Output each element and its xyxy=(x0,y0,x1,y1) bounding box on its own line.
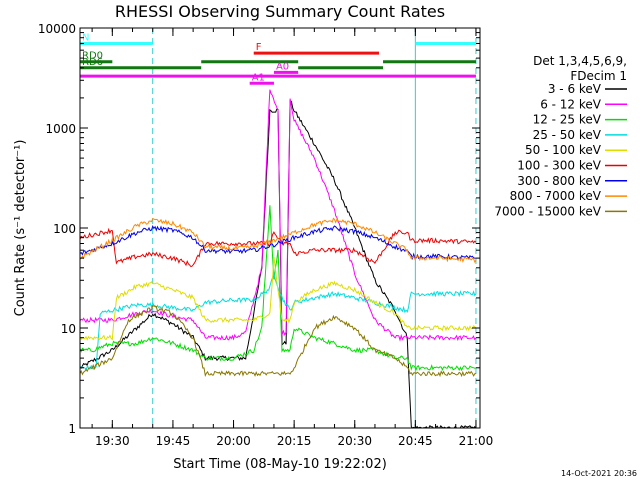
legend-label-8: 800 - 7000 keV xyxy=(510,189,602,203)
series-line-7 xyxy=(79,225,476,261)
flag-label-5: A0 xyxy=(276,61,289,72)
chart-title: RHESSI Observing Summary Count Rates xyxy=(115,2,445,21)
y-axis-label: Count Rate (s⁻¹ detector⁻¹) xyxy=(13,140,28,317)
flag-label-4: RD6 xyxy=(82,57,103,68)
legend-label-7: 300 - 800 keV xyxy=(517,174,601,188)
x-tick-label-1: 19:30 xyxy=(95,434,130,448)
series-line-5 xyxy=(79,256,477,341)
series-line-4 xyxy=(79,271,477,371)
legend-label-4: 25 - 50 keV xyxy=(533,128,602,142)
y-tick-label-4: 1000 xyxy=(45,122,76,136)
x-tick-label-2: 19:45 xyxy=(156,434,191,448)
flag-label-1: N xyxy=(82,32,89,43)
series-line-8 xyxy=(79,217,477,264)
y-tick-label-2: 10 xyxy=(61,322,76,336)
y-tick-label-3: 100 xyxy=(53,222,76,236)
x-tick-label-5: 20:30 xyxy=(337,434,372,448)
x-tick-label-3: 20:00 xyxy=(216,434,251,448)
x-tick-label-7: 21:00 xyxy=(459,434,494,448)
y-tick-label-5: 10000 xyxy=(38,22,76,36)
legend-label-2: 6 - 12 keV xyxy=(540,97,602,111)
legend-label-5: 50 - 100 keV xyxy=(525,143,602,157)
x-tick-label-4: 20:15 xyxy=(277,434,312,448)
y-tick-label-1: 1 xyxy=(68,422,76,436)
timestamp: 14-Oct-2021 20:36 xyxy=(561,469,637,478)
legend-label-6: 100 - 300 keV xyxy=(517,159,601,173)
legend-label-1: 3 - 6 keV xyxy=(548,82,602,96)
legend-header-line-1: Det 1,3,4,5,6,9, xyxy=(533,54,627,68)
x-axis-label: Start Time (08-May-10 19:22:02) xyxy=(173,457,387,472)
series-line-3 xyxy=(79,205,477,372)
legend-label-9: 7000 - 15000 keV xyxy=(494,204,601,218)
legend-header-line-2: FDecim 1 xyxy=(570,69,627,83)
flag-label-6: A1 xyxy=(252,72,265,83)
legend-label-3: 12 - 25 keV xyxy=(533,113,602,127)
flag-label-3: RD0 xyxy=(82,51,103,62)
series-line-9 xyxy=(79,305,477,378)
flag-label-2: F xyxy=(256,42,262,53)
x-tick-label-6: 20:45 xyxy=(398,434,433,448)
